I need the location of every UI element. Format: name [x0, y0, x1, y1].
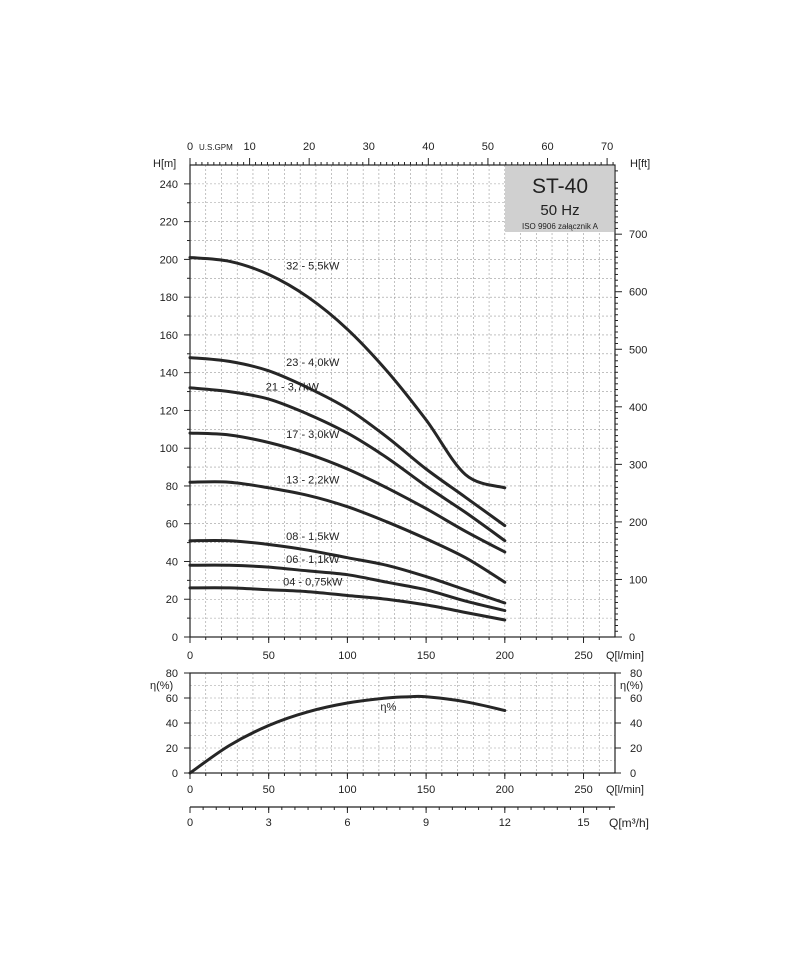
efficiency-right-label: η(%)	[620, 680, 643, 692]
ft-tick-label: 700	[629, 229, 647, 241]
m3h-ticks: 0 3 6 9 12 15	[187, 807, 611, 829]
x-tick-label: 150	[417, 650, 435, 662]
m3h-tick-label: 12	[499, 817, 511, 829]
m3h-tick-label: 6	[344, 817, 350, 829]
gpm-tick-label: 10	[243, 141, 255, 153]
m3h-tick-label: 15	[577, 817, 589, 829]
head-grid	[190, 165, 615, 637]
ft-tick-label: 100	[629, 574, 647, 586]
standard-label: ISO 9906 załącznik A	[522, 222, 599, 231]
eff-y-tick-label: 40	[166, 718, 178, 730]
head-curve-2	[188, 386, 507, 543]
head-curve-6	[188, 563, 507, 613]
y-tick-label: 120	[160, 405, 178, 417]
head-curve-label: 17 - 3,0kW	[286, 429, 340, 441]
head-curve-7	[188, 586, 507, 622]
head-curves	[188, 256, 507, 622]
head-curve-label: 04 - 0,75kW	[283, 577, 343, 589]
eff-y-tick-label: 20	[166, 743, 178, 755]
head-curve-label: 08 - 1,5kW	[286, 531, 340, 543]
eff-y-right-tick-label: 40	[630, 718, 642, 730]
y-tick-label: 140	[160, 368, 178, 380]
y-tick-label: 240	[160, 179, 178, 191]
efficiency-curves: η%	[188, 694, 507, 775]
model-badge-box	[505, 166, 614, 232]
efficiency-curve-label: η%	[380, 702, 396, 714]
eff-y-right-tick-label: 20	[630, 743, 642, 755]
x-tick-label: 0	[187, 650, 193, 662]
gpm-tick-label: 0	[187, 141, 193, 153]
efficiency-bottom-label: Q[l/min]	[606, 784, 644, 796]
head-curve-4	[188, 480, 507, 584]
ft-tick-label: 0	[629, 632, 635, 644]
m3h-axis-label: Q[m³/h]	[609, 816, 649, 830]
y-tick-label: 80	[166, 481, 178, 493]
y-tick-label: 220	[160, 217, 178, 229]
x-tick-label: 100	[338, 650, 356, 662]
eff-x-tick-label: 250	[574, 784, 592, 796]
gpm-tick-label: 30	[363, 141, 375, 153]
m3h-tick-label: 9	[423, 817, 429, 829]
eff-x-tick-label: 50	[263, 784, 275, 796]
top-axis-label: U.S.GPM	[199, 143, 233, 152]
gpm-tick-label: 60	[541, 141, 553, 153]
x-tick-label: 50	[263, 650, 275, 662]
y-tick-label: 160	[160, 330, 178, 342]
ft-tick-label: 600	[629, 287, 647, 299]
head-curve-labels: 32 - 5,5kW 23 - 4,0kW 21 - 3,7kW 17 - 3,0kW…	[266, 260, 343, 588]
y-tick-label: 20	[166, 594, 178, 606]
head-curve-label: 32 - 5,5kW	[286, 260, 340, 272]
eff-y-right-tick-label: 60	[630, 693, 642, 705]
y-tick-label: 40	[166, 556, 178, 568]
head-curve-label: 23 - 4,0kW	[286, 357, 340, 369]
y-tick-label: 60	[166, 519, 178, 531]
efficiency-left-label: η(%)	[150, 680, 173, 692]
eff-y-right-tick-label: 0	[630, 768, 636, 780]
eff-y-right-tick-label: 80	[630, 668, 642, 680]
y-tick-label: 100	[160, 443, 178, 455]
eff-y-tick-label: 0	[172, 768, 178, 780]
x-tick-label: 250	[574, 650, 592, 662]
y-tick-label: 200	[160, 254, 178, 266]
y-tick-label: 0	[172, 632, 178, 644]
head-curve-3	[188, 431, 507, 554]
m3h-tick-label: 3	[266, 817, 272, 829]
gpm-tick-label: 20	[303, 141, 315, 153]
left-axis-label: H[m]	[153, 158, 176, 170]
model-name: ST-40	[532, 175, 588, 198]
y-tick-label: 180	[160, 292, 178, 304]
ft-tick-label: 200	[629, 517, 647, 529]
gpm-tick-label: 40	[422, 141, 434, 153]
eff-x-tick-label: 100	[338, 784, 356, 796]
x-tick-label: 200	[496, 650, 514, 662]
eff-x-tick-label: 0	[187, 784, 193, 796]
right-axis-label: H[ft]	[630, 158, 650, 170]
eff-y-tick-label: 80	[166, 668, 178, 680]
bottom-axis-label: Q[l/min]	[606, 650, 644, 662]
head-curve-1	[188, 356, 507, 528]
gpm-tick-label: 50	[482, 141, 494, 153]
ft-tick-label: 400	[629, 402, 647, 414]
eff-x-tick-label: 150	[417, 784, 435, 796]
efficiency-grid	[190, 673, 615, 773]
ft-tick-label: 500	[629, 344, 647, 356]
head-curve-5	[188, 538, 507, 605]
head-curve-label: 06 - 1,1kW	[286, 554, 340, 566]
ft-tick-label: 300	[629, 459, 647, 471]
eff-y-tick-label: 60	[166, 693, 178, 705]
efficiency-curve	[188, 694, 507, 775]
head-curve-0	[188, 256, 507, 490]
eff-x-tick-label: 200	[496, 784, 514, 796]
frequency-label: 50 Hz	[540, 202, 579, 219]
head-curve-label: 21 - 3,7kW	[266, 382, 320, 394]
gpm-tick-label: 70	[601, 141, 613, 153]
head-curve-label: 13 - 2,2kW	[286, 474, 340, 486]
m3h-tick-label: 0	[187, 817, 193, 829]
